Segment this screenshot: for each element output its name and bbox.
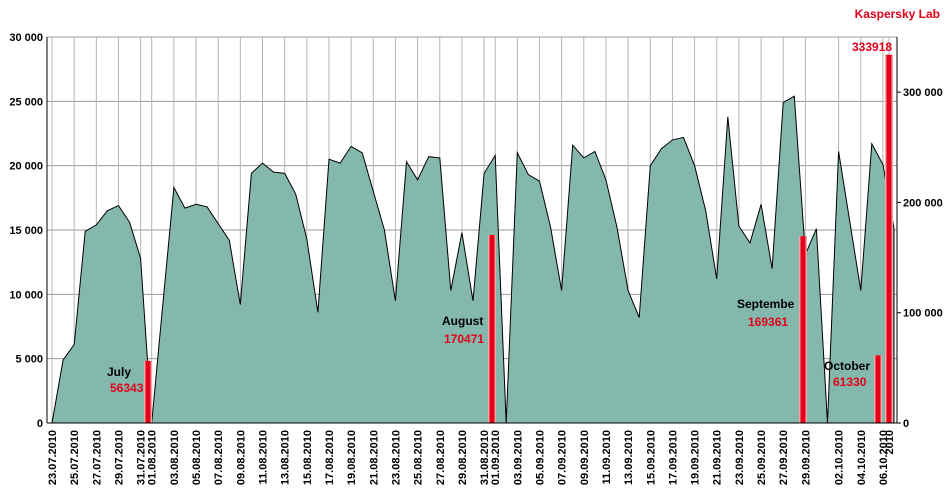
x-tick-label: 19.09.2010	[690, 430, 702, 485]
x-tick-label: 25.07.2010	[69, 430, 81, 485]
x-tick-label: 03.09.2010	[512, 430, 524, 485]
x-tick-label: 06.10.2010	[878, 430, 890, 485]
area-path	[51, 95, 895, 424]
area-series	[51, 95, 895, 424]
x-tick-label: 02.10.2010	[834, 430, 846, 485]
x-tick-label: 09.08.2010	[235, 430, 247, 485]
month-value-label: 169361	[748, 315, 788, 329]
month-name-label: October	[824, 359, 870, 373]
y-tick-label-right: 200 000	[903, 197, 943, 209]
monthly-bars	[144, 54, 893, 424]
month-labels: July 56343 August 170471 Septembe 169361 Octob…	[107, 40, 892, 395]
x-tick-label: 11.08.2010	[258, 430, 270, 484]
x-tick-label: 13.09.2010	[623, 430, 635, 485]
x-tick-label: 03.08.2010	[169, 430, 181, 485]
y-tick-label-left: 0	[37, 418, 43, 430]
month-value-label: 170471	[444, 332, 484, 346]
x-tick-label: 27.08.2010	[435, 430, 447, 485]
x-tick-label: 07.08.2010	[213, 430, 225, 485]
x-tick-label: 27.07.2010	[91, 430, 103, 485]
x-tick-label: 13.08.2010	[280, 430, 292, 485]
x-tick-label: 07.09.2010	[557, 430, 569, 485]
x-tick-label: 29.09.2010	[800, 430, 812, 485]
x-tick-label: 05.09.2010	[534, 430, 546, 485]
y-tick-label-left: 30 000	[9, 32, 43, 44]
month-name-label: August	[442, 314, 483, 328]
y-tick-label-right: 300 000	[903, 87, 943, 99]
y-tick-label-left: 15 000	[9, 225, 43, 237]
x-tick-label: 04.10.2010	[856, 430, 868, 485]
monthly-bar	[489, 234, 495, 423]
x-tick-label: 01.08.2010	[147, 430, 159, 485]
month-value-label: 333918	[852, 40, 892, 54]
x-tick-label: 25.08.2010	[413, 430, 425, 485]
x-tick-label: 11.09.2010	[601, 430, 613, 484]
x-tick-label: 23.09.2010	[734, 430, 746, 485]
x-tick-label: 21.08.2010	[368, 430, 380, 485]
x-tick-label: 23.08.2010	[390, 430, 402, 485]
month-name-label: Septembe	[737, 297, 795, 311]
x-tick-label: 05.08.2010	[191, 430, 203, 485]
x-tick-label: 29.07.2010	[113, 430, 125, 485]
monthly-bar	[800, 236, 806, 423]
x-tick-label: 31.07.2010	[136, 430, 148, 485]
monthly-bar	[886, 54, 892, 424]
x-tick-label: 17.09.2010	[667, 430, 679, 485]
x-tick-label: 31.08.2010	[479, 430, 491, 485]
x-tick-label: 19.08.2010	[346, 430, 358, 485]
x-tick-label: 29.08.2010	[457, 430, 469, 485]
x-tick-label: 15.08.2010	[302, 430, 314, 485]
x-tick-label: 2010	[884, 430, 896, 454]
x-tick-label: 15.09.2010	[645, 430, 657, 485]
y-tick-label-left: 20 000	[9, 161, 43, 173]
x-tick-label: 17.08.2010	[324, 430, 336, 485]
month-name-label: July	[107, 365, 131, 379]
y-tick-label-right: 100 000	[903, 308, 943, 320]
monthly-bar	[875, 355, 881, 423]
axes: 0 5 000 10 000 15 000 20 000 25 000 30 000 0 100…	[9, 32, 942, 485]
x-tick-label: 01.09.2010	[490, 430, 502, 485]
x-tick-label: 21.09.2010	[712, 430, 724, 485]
y-tick-label-left: 25 000	[9, 96, 43, 108]
x-tick-label: 09.09.2010	[579, 430, 591, 485]
y-tick-label-right: 0	[903, 418, 909, 430]
x-tick-label: 23.07.2010	[47, 430, 59, 485]
month-value-label: 56343	[110, 381, 144, 395]
y-tick-label-left: 5 000	[15, 354, 43, 366]
y-tick-label-left: 10 000	[9, 289, 43, 301]
x-tick-label: 25.09.2010	[756, 430, 768, 485]
monthly-bar	[145, 360, 151, 423]
x-tick-label: 27.09.2010	[778, 430, 790, 485]
brand-label: Kaspersky Lab	[855, 7, 940, 21]
month-value-label: 61330	[833, 375, 867, 389]
